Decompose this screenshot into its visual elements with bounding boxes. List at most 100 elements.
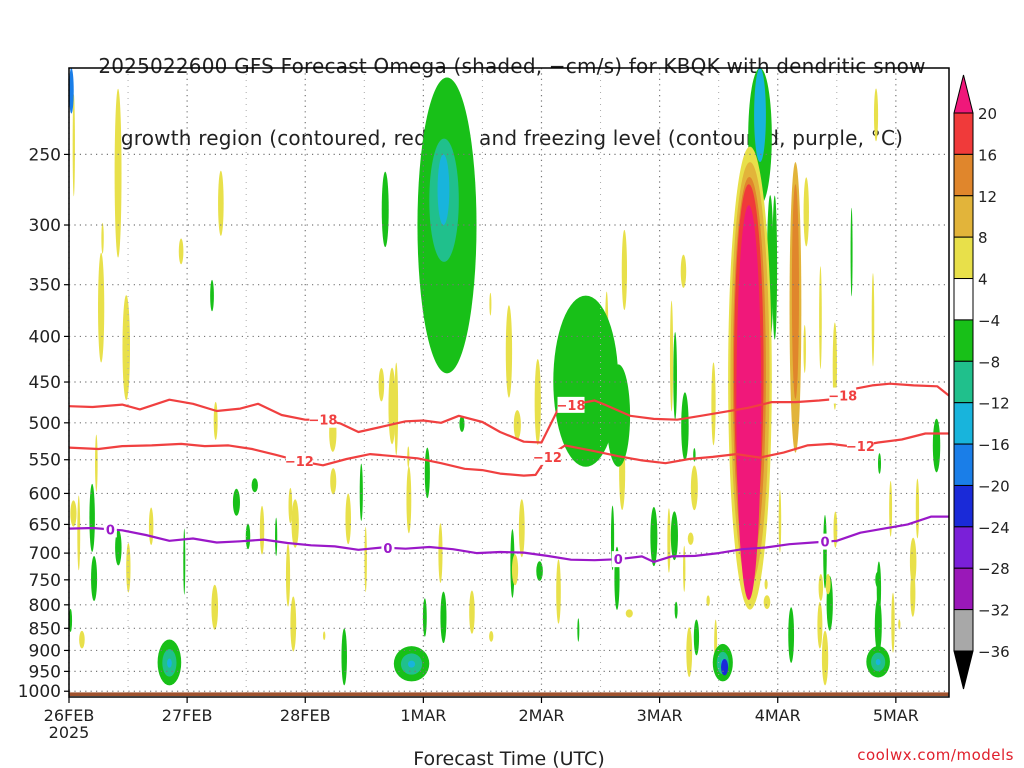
contour-label-bg [829, 387, 857, 404]
y-tick-label: 600 [29, 484, 61, 504]
omega-streak [290, 596, 297, 652]
contour-label: −18 [308, 414, 337, 429]
omega-streak [833, 511, 838, 548]
contours: −18 −18 −18 −12 −12 −12 0 0 0 0 [69, 382, 949, 568]
x-tick-label: 5MAR [873, 706, 919, 725]
omega-streak [459, 415, 465, 432]
omega-shading [69, 68, 941, 686]
x-tick-label: 26FEB [44, 706, 95, 725]
colorbar-band [953, 526, 974, 569]
omega-streak [915, 478, 920, 539]
omega-streak [115, 529, 122, 566]
x-tick-label: 28FEB [280, 706, 331, 725]
title-line-1: 2025022600 GFS Forecast Omega (shaded, −… [98, 54, 926, 78]
omega-streak [673, 332, 677, 420]
omega-streak [693, 619, 700, 656]
omega-orange-4mar-core [791, 184, 799, 399]
omega-streak [898, 619, 901, 630]
colorbar-band [953, 319, 974, 362]
omega-streak [821, 630, 829, 686]
omega-cyan-top [754, 68, 766, 163]
omega-streak [932, 418, 941, 473]
colorbar-band [953, 567, 974, 611]
colorbar-label: −20 [978, 477, 1010, 495]
omega-streak [763, 595, 771, 610]
omega-streak [378, 368, 385, 402]
omega-streak [674, 601, 678, 619]
colorbar-label: −16 [978, 436, 1010, 454]
x-tick-label: 4MAR [755, 706, 801, 725]
omega-streak [69, 608, 73, 633]
omega-streak [772, 195, 778, 340]
credit-link[interactable]: coolwx.com/models [857, 746, 1014, 764]
omega-streak [341, 628, 347, 686]
omega-green-midlevel [553, 295, 619, 467]
omega-streak [210, 279, 214, 312]
omega-streak [670, 511, 678, 561]
colorbar-band [953, 402, 974, 445]
omega-pocket-27feb-core [167, 658, 172, 668]
contour-line-0 [69, 382, 949, 444]
colorbar-band [953, 153, 974, 197]
y-tick-label: 900 [29, 641, 61, 661]
omega-streak [819, 266, 822, 369]
y-tick-label: 800 [29, 596, 61, 616]
omega-streak [345, 493, 351, 545]
omega-streak [891, 592, 895, 653]
omega-streak [650, 506, 658, 567]
contour-label-bg [557, 396, 585, 413]
omega-streak [667, 508, 671, 573]
contour-label: −12 [285, 455, 314, 470]
x-tick-label: 1MAR [400, 706, 446, 725]
omega-streak [323, 631, 326, 641]
omega-streak [364, 526, 367, 593]
contour-label: −12 [533, 451, 562, 466]
omega-streak [406, 466, 412, 534]
omega-streak [126, 543, 131, 593]
omega-streak [625, 609, 633, 618]
colorbar-label: −12 [978, 395, 1010, 413]
omega-streak [706, 595, 710, 607]
omega-streak [245, 523, 251, 550]
omega-streak [232, 488, 240, 516]
omega-streak [874, 597, 882, 654]
omega-streak [778, 489, 782, 553]
omega-streak [876, 561, 882, 616]
contour-label-bg [285, 453, 313, 470]
omega-streak [711, 362, 716, 446]
omega-streak [534, 359, 541, 445]
x-tick-year: 2025 [49, 723, 90, 742]
omega-streak [101, 222, 104, 254]
colorbar-band [953, 236, 974, 280]
omega-green-midlevel [606, 364, 631, 467]
omega-streak [98, 252, 105, 363]
omega-streak [469, 590, 475, 634]
omega-ascent-magenta [736, 205, 762, 600]
omega-streak [70, 500, 77, 527]
omega-streak [803, 324, 806, 373]
omega-streak [489, 292, 492, 316]
colorbar-label: −8 [978, 353, 1000, 371]
omega-streak [825, 573, 831, 595]
contour-label: −18 [557, 399, 586, 414]
omega-streak [359, 463, 363, 521]
omega-streak [388, 367, 396, 445]
colorbar-label: −32 [978, 602, 1010, 620]
omega-streak [285, 543, 291, 607]
omega-streak [422, 598, 427, 637]
omega-streak [511, 554, 519, 586]
colorbar-label: −4 [978, 312, 1000, 330]
omega-streak [122, 295, 131, 401]
omega-streak [788, 607, 795, 663]
omega-streak [577, 618, 580, 642]
contour-label-bg [818, 533, 832, 550]
omega-streak [72, 94, 75, 197]
omega-streak [79, 630, 85, 649]
omega-streak [690, 465, 698, 511]
chart-title: 2025022600 GFS Forecast Omega (shaded, −… [0, 6, 1024, 174]
y-tick-label: 300 [29, 216, 61, 236]
contour-label-bg [533, 448, 561, 465]
colorbar-band [953, 112, 974, 155]
colorbar-label: 12 [978, 188, 997, 206]
